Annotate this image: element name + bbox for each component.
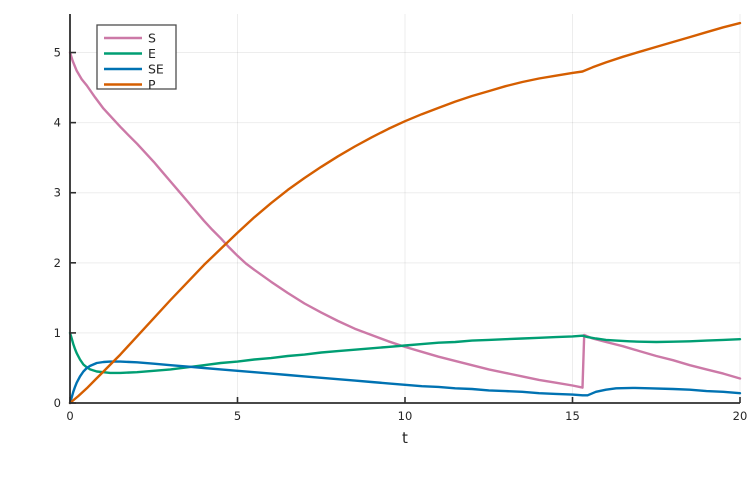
- y-tick-label: 0: [54, 396, 61, 410]
- legend-label-S: S: [148, 31, 156, 46]
- series-line-E: [68, 331, 742, 375]
- y-tick-label: 1: [54, 326, 61, 340]
- x-tick-label: 5: [234, 409, 241, 423]
- y-tick-label: 3: [54, 186, 61, 200]
- legend-box: [96, 24, 177, 90]
- legend-label-P: P: [148, 77, 156, 92]
- x-tick-label: 15: [565, 409, 580, 423]
- y-tick-label: 5: [54, 46, 61, 60]
- x-tick-label: 20: [733, 409, 748, 423]
- series-line-SE: [68, 360, 742, 405]
- legend-label-E: E: [148, 46, 156, 61]
- x-tick-label: 10: [398, 409, 413, 423]
- y-tick-label: 4: [54, 116, 61, 130]
- series-line-P: [68, 21, 742, 405]
- y-tick-label: 2: [54, 256, 61, 270]
- x-tick-label: 0: [66, 409, 73, 423]
- legend-label-SE: SE: [148, 62, 164, 77]
